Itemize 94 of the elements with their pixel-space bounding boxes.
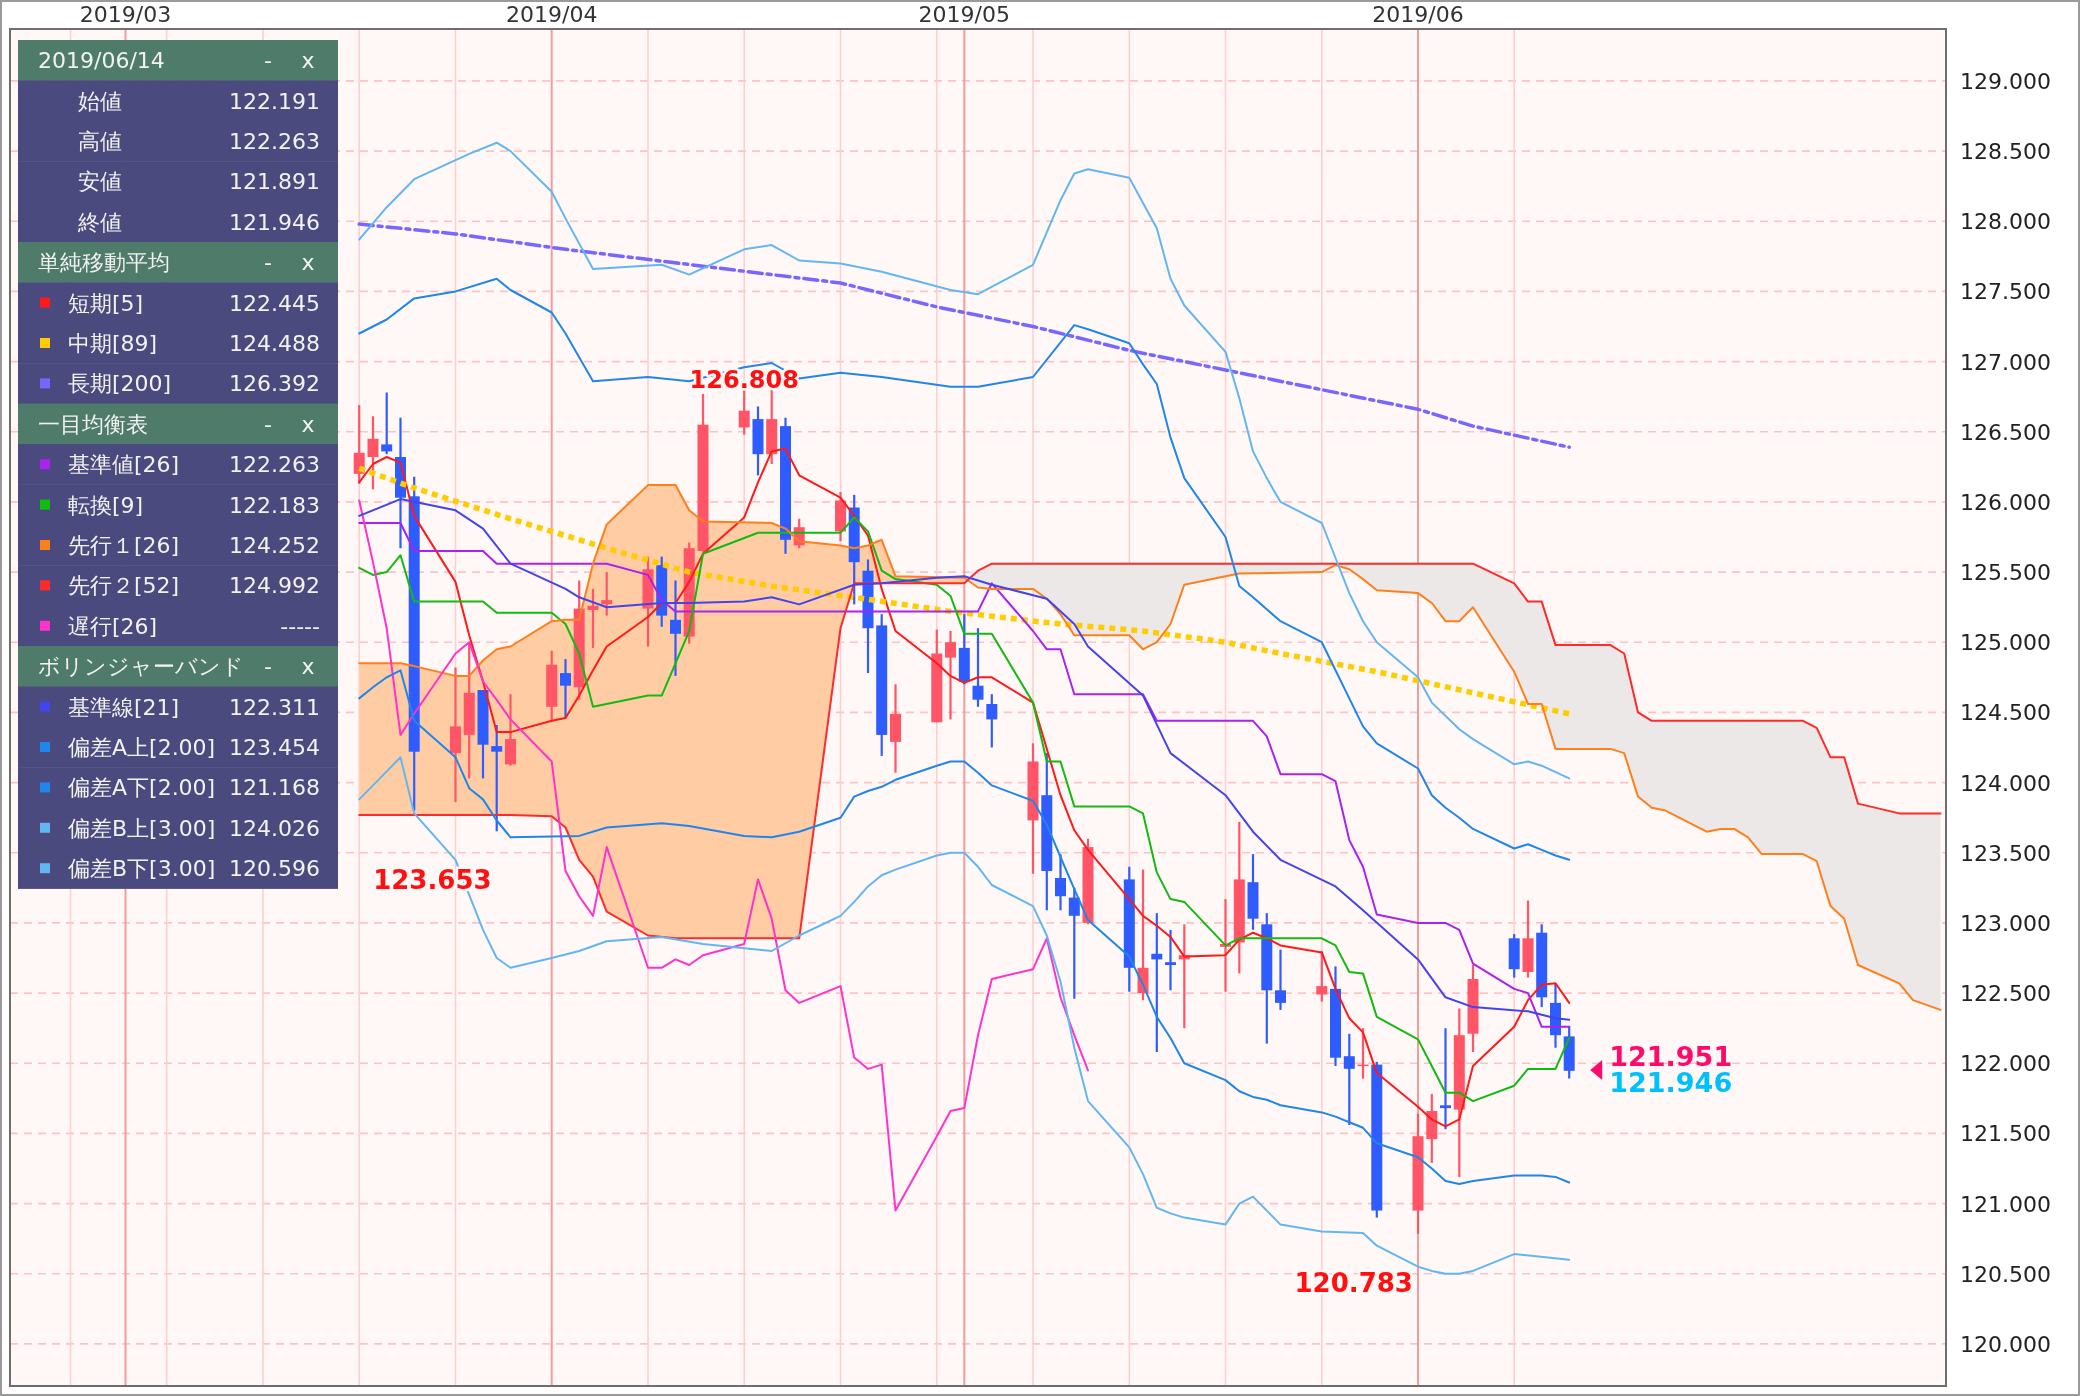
y-tick-label: 123.000 bbox=[1960, 910, 2051, 936]
legend-label: 中期[89] bbox=[68, 331, 158, 356]
annotation: 始値 bbox=[78, 88, 122, 114]
x-tick-label: 2019/05 bbox=[918, 2, 1010, 27]
annotation: - bbox=[264, 411, 272, 437]
annotation: 一目均衡表 bbox=[38, 411, 148, 437]
y-tick-label: 125.000 bbox=[1960, 630, 2051, 656]
candlestick bbox=[1343, 1032, 1355, 1127]
candlestick bbox=[601, 571, 613, 617]
y-tick-label: 127.000 bbox=[1960, 349, 2051, 375]
legend-label: 基準値[26] bbox=[68, 452, 180, 478]
y-tick-label: 120.500 bbox=[1960, 1261, 2051, 1287]
candlestick bbox=[381, 391, 393, 456]
legend-label: 先行２[52] bbox=[68, 573, 180, 599]
candlestick bbox=[972, 627, 984, 708]
y-tick-label: 126.000 bbox=[1960, 489, 2051, 515]
x-tick-label: 2019/03 bbox=[79, 2, 172, 27]
annotation: 124.488 bbox=[229, 331, 320, 356]
x-tick-label: 2019/04 bbox=[506, 2, 598, 27]
candlestick bbox=[1440, 1027, 1451, 1131]
candlestick bbox=[986, 693, 998, 749]
y-tick-label: 128.500 bbox=[1960, 139, 2051, 165]
annotation: 終値 bbox=[77, 209, 122, 235]
annotation: 126.808 bbox=[689, 365, 799, 394]
annotation: 120.596 bbox=[229, 856, 320, 882]
candlestick bbox=[1316, 949, 1328, 1003]
annotation: 122.445 bbox=[229, 290, 320, 316]
legend-label: 長期[200] bbox=[68, 371, 172, 397]
annotation: ボリンジャーバンド bbox=[38, 654, 244, 680]
annotation: 124.252 bbox=[229, 533, 320, 558]
annotation: 123.454 bbox=[229, 735, 320, 760]
annotation: - bbox=[264, 48, 272, 74]
candlestick bbox=[491, 723, 503, 833]
line-series bbox=[357, 222, 1571, 449]
annotation: 122.263 bbox=[229, 452, 320, 478]
annotation: ----- bbox=[280, 613, 320, 639]
annotation: x bbox=[301, 411, 315, 437]
legend-label: 転換[9] bbox=[68, 492, 144, 518]
annotation: - bbox=[264, 654, 272, 680]
legend-label: 偏差A上[2.00] bbox=[68, 735, 216, 760]
annotation: 121.168 bbox=[229, 775, 320, 801]
y-tick-label: 128.000 bbox=[1960, 209, 2051, 235]
line-series bbox=[358, 141, 1571, 780]
y-tick-label: 120.000 bbox=[1960, 1331, 2051, 1357]
candlestick bbox=[670, 579, 681, 677]
legend-label: 基準線[21] bbox=[68, 694, 180, 720]
line-series bbox=[358, 277, 1571, 861]
annotation: 124.992 bbox=[229, 573, 320, 599]
annotation: 単純移動平均 bbox=[38, 250, 170, 276]
line-series bbox=[358, 669, 1571, 1185]
y-tick-label: 129.000 bbox=[1960, 68, 2051, 94]
annotation: 122.191 bbox=[229, 88, 320, 114]
y-tick-label: 121.000 bbox=[1960, 1191, 2051, 1217]
legend-label: 偏差B下[3.00] bbox=[68, 856, 216, 882]
y-tick-label: 123.500 bbox=[1960, 840, 2051, 866]
annotation: x bbox=[301, 250, 315, 276]
annotation: 122.311 bbox=[229, 694, 320, 720]
line-series bbox=[358, 484, 1942, 1011]
y-tick-label: 124.500 bbox=[1960, 700, 2051, 726]
candlestick bbox=[560, 658, 571, 720]
y-tick-label: 121.500 bbox=[1960, 1121, 2051, 1147]
candlestick bbox=[1165, 928, 1176, 992]
annotation: 126.392 bbox=[229, 371, 320, 397]
legend-label: 偏差B上[3.00] bbox=[68, 815, 216, 841]
annotation: 122.263 bbox=[229, 129, 320, 154]
candlestick bbox=[1055, 853, 1066, 912]
candlestick bbox=[587, 587, 599, 649]
annotation: 120.783 bbox=[1294, 1268, 1413, 1298]
annotation: 高値 bbox=[78, 129, 122, 154]
annotation: 121.946 bbox=[229, 209, 320, 235]
candlestick bbox=[945, 629, 956, 721]
annotation: 122.183 bbox=[229, 492, 320, 518]
candlestick bbox=[1275, 948, 1286, 1011]
annotation: 121.891 bbox=[229, 169, 320, 195]
legend-label: 先行１[26] bbox=[68, 533, 180, 558]
line-series bbox=[358, 562, 1942, 940]
y-tick-label: 124.000 bbox=[1960, 770, 2051, 796]
y-tick-label: 122.500 bbox=[1960, 981, 2051, 1007]
line-series bbox=[358, 499, 1089, 1212]
annotation: 2019/06/14 bbox=[38, 48, 165, 74]
candlestick bbox=[367, 415, 379, 491]
annotation: 安値 bbox=[78, 169, 122, 195]
legend-label: 遅行[26] bbox=[68, 613, 158, 639]
y-tick-label: 127.500 bbox=[1960, 279, 2051, 305]
legend-label: 短期[5] bbox=[68, 290, 144, 316]
legend-label: 偏差A下[2.00] bbox=[68, 775, 216, 801]
annotation: - bbox=[264, 250, 272, 276]
y-tick-label: 125.500 bbox=[1960, 560, 2051, 586]
y-tick-label: 126.500 bbox=[1960, 419, 2051, 445]
annotation: 124.026 bbox=[229, 815, 320, 841]
annotation: x bbox=[301, 48, 315, 74]
annotation: x bbox=[301, 654, 315, 680]
y-tick-label: 122.000 bbox=[1960, 1051, 2051, 1077]
x-tick-label: 2019/06 bbox=[1372, 2, 1464, 27]
